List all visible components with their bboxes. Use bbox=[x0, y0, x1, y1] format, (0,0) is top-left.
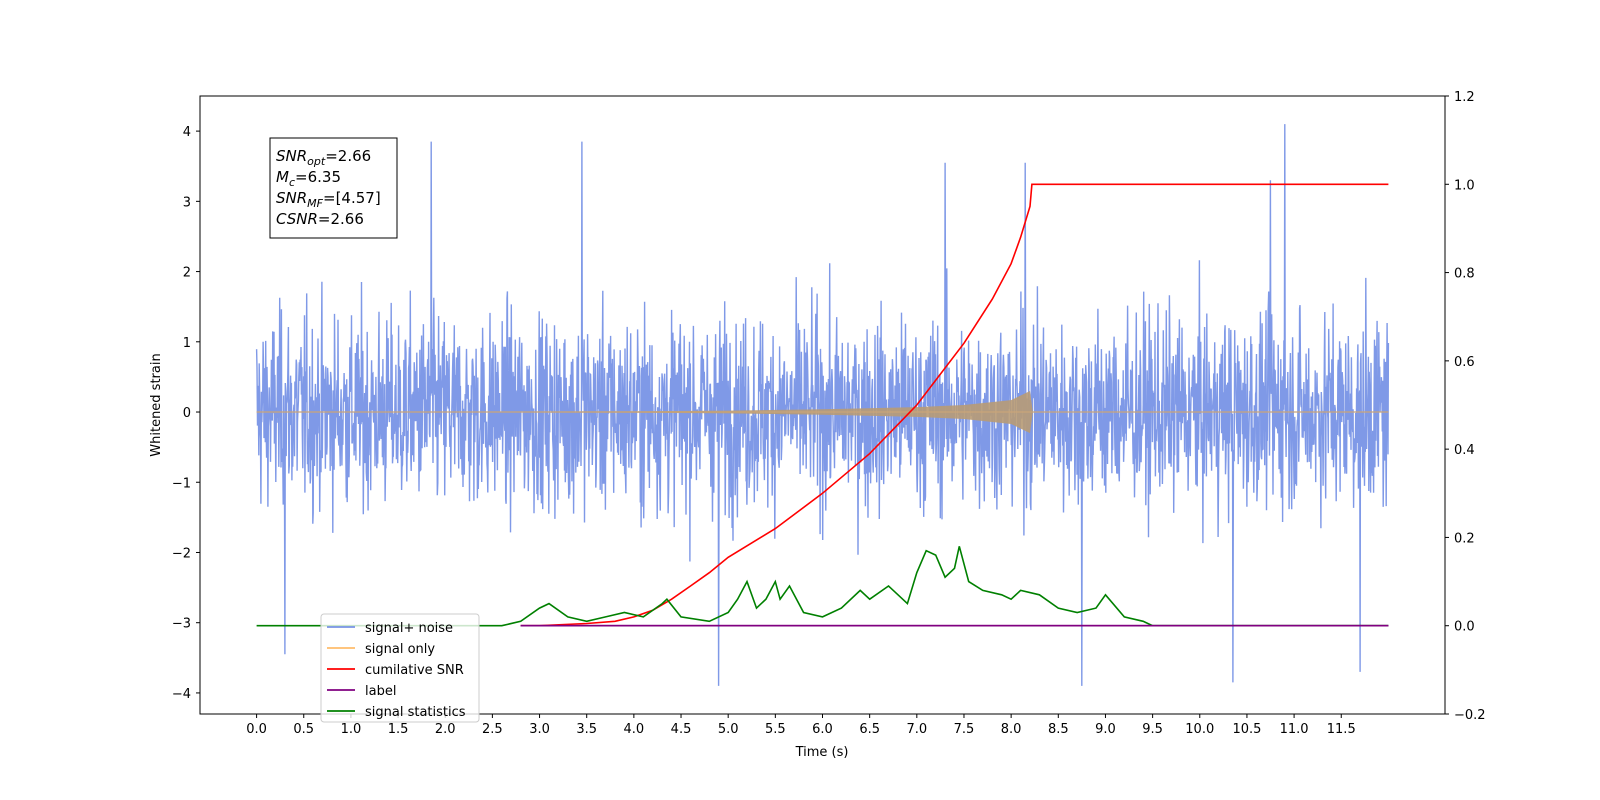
y-left-tick-label: 4 bbox=[183, 125, 191, 140]
y-axis-right: −0.2 0.0 0.2 0.4 0.6 0.8 1.0 1.2 bbox=[1445, 90, 1486, 723]
y-axis-label: Whitened strain bbox=[149, 353, 164, 456]
annotation-line: SNRopt=2.66 bbox=[276, 147, 371, 168]
x-tick-label: 0.0 bbox=[246, 722, 267, 737]
x-tick-label: 0.5 bbox=[293, 722, 314, 737]
y-right-tick-label: 1.2 bbox=[1454, 90, 1475, 105]
x-tick-label: 7.5 bbox=[954, 722, 975, 737]
annotation-frame bbox=[269, 137, 398, 239]
y-left-tick-label: −3 bbox=[172, 617, 191, 632]
legend-label-signal-noise: signal+ noise bbox=[365, 621, 453, 636]
x-tick-label: 2.5 bbox=[482, 722, 503, 737]
x-tick-label: 7.0 bbox=[906, 722, 927, 737]
y-left-tick-label: 0 bbox=[183, 406, 191, 421]
x-tick-label: 10.0 bbox=[1185, 722, 1214, 737]
plot-area bbox=[255, 124, 1390, 686]
legend-label-cumilative-snr: cumilative SNR bbox=[365, 663, 464, 678]
y-left-tick-label: −1 bbox=[172, 476, 191, 491]
y-right-tick-label: 0.2 bbox=[1454, 531, 1475, 546]
x-tick-label: 9.5 bbox=[1142, 722, 1163, 737]
annotation-line: Mc=6.35 bbox=[276, 168, 341, 189]
x-tick-label: 10.5 bbox=[1232, 722, 1261, 737]
y-right-tick-label: −0.2 bbox=[1454, 708, 1486, 723]
x-tick-label: 9.0 bbox=[1095, 722, 1116, 737]
legend-label-signal-statistics: signal statistics bbox=[365, 705, 466, 720]
x-tick-label: 3.0 bbox=[529, 722, 550, 737]
x-tick-label: 4.0 bbox=[624, 722, 645, 737]
y-right-tick-label: 1.0 bbox=[1454, 178, 1475, 193]
y-left-tick-label: 3 bbox=[183, 195, 191, 210]
x-tick-label: 6.5 bbox=[859, 722, 880, 737]
x-tick-label: 8.5 bbox=[1048, 722, 1069, 737]
series-cumilative-snr bbox=[520, 183, 1389, 627]
x-tick-label: 2.0 bbox=[435, 722, 456, 737]
x-tick-label: 6.0 bbox=[812, 722, 833, 737]
x-tick-label: 5.5 bbox=[765, 722, 786, 737]
x-tick-label: 11.0 bbox=[1280, 722, 1309, 737]
y-right-tick-label: 0.0 bbox=[1454, 620, 1475, 635]
x-tick-label: 3.5 bbox=[576, 722, 597, 737]
annotation-line: SNRMF=[4.57] bbox=[276, 189, 381, 210]
legend: signal+ noise signal only cumilative SNR la… bbox=[320, 613, 480, 723]
x-axis: 0.0 0.5 1.0 1.5 2.0 2.5 3.0 3.5 4.0 4.5 5.0 5.5 6.0 6… bbox=[246, 714, 1356, 737]
x-axis-label: Time (s) bbox=[795, 745, 849, 760]
x-tick-label: 1.0 bbox=[341, 722, 362, 737]
y-left-tick-label: −2 bbox=[172, 546, 191, 561]
legend-label-label: label bbox=[365, 684, 396, 699]
y-right-tick-label: 0.4 bbox=[1454, 443, 1475, 458]
series-signal-noise bbox=[255, 124, 1390, 686]
y-axis-left: −4 −3 −2 −1 0 1 2 3 4 bbox=[172, 125, 200, 702]
x-tick-label: 1.5 bbox=[388, 722, 409, 737]
y-left-tick-label: 2 bbox=[183, 266, 191, 281]
x-tick-label: 4.5 bbox=[671, 722, 692, 737]
legend-label-signal-only: signal only bbox=[365, 642, 435, 657]
annotation-line: CSNR=2.66 bbox=[276, 210, 364, 228]
y-left-tick-label: −4 bbox=[172, 687, 191, 702]
y-left-tick-label: 1 bbox=[183, 336, 191, 351]
y-right-tick-label: 0.6 bbox=[1454, 355, 1475, 370]
legend-frame bbox=[320, 613, 480, 723]
series-signal-statistics bbox=[256, 546, 1389, 627]
y-right-tick-label: 0.8 bbox=[1454, 267, 1475, 282]
x-tick-label: 11.5 bbox=[1327, 722, 1356, 737]
x-tick-label: 8.0 bbox=[1001, 722, 1022, 737]
x-tick-label: 5.0 bbox=[718, 722, 739, 737]
